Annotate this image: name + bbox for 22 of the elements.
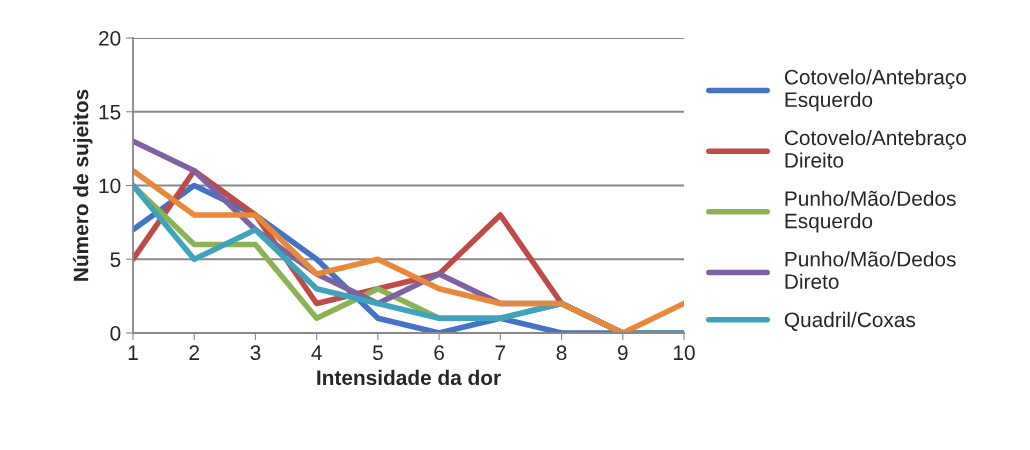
x-axis-title: Intensidade da dor [317,369,501,386]
x-tick-label: 4 [311,345,322,360]
y-axis-title: Número de sujeitos [72,89,93,281]
x-tick-label: 2 [189,345,199,360]
y-tick-label: 10 [99,178,121,194]
legend-label: Cotovelo/Antebraço Direito [784,129,966,168]
y-tick-label: 15 [99,104,121,120]
y-tick-label: 5 [110,252,121,267]
x-tick-label: 8 [556,345,567,361]
x-tick-label: 10 [674,345,695,361]
y-tick-label: 0 [110,326,121,341]
x-tick-label: 5 [372,345,383,361]
x-tick-label: 1 [128,345,138,360]
legend-label: Punho/Mão/Dedos Direto [785,251,956,289]
legend-label: Cotovelo/Antebraço Esquerdo [784,69,966,112]
x-tick-label: 7 [495,345,506,360]
x-tick-label: 9 [617,345,628,361]
legend-label: Quadril/Coxas [784,311,916,331]
x-tick-label: 3 [250,345,261,361]
x-tick-label: 6 [434,345,444,361]
y-tick-label: 20 [99,31,121,46]
legend-label: Punho/Mão/Dedos Esquerdo [785,190,956,233]
